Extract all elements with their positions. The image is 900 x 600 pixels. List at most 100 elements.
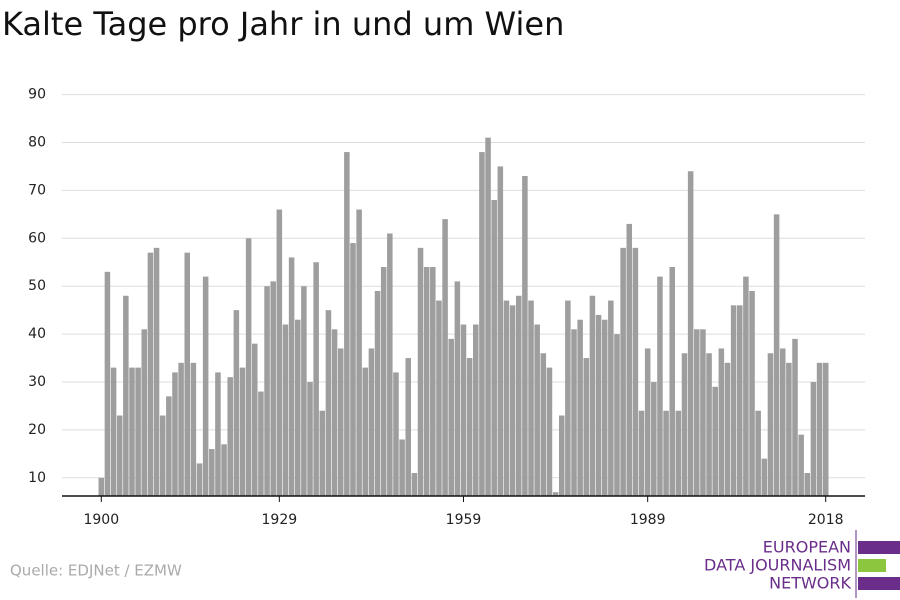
bar bbox=[515, 295, 522, 496]
bar bbox=[675, 410, 682, 496]
bar bbox=[430, 267, 436, 496]
bar bbox=[362, 367, 369, 496]
bar bbox=[116, 415, 123, 496]
bar bbox=[405, 358, 412, 496]
bar bbox=[779, 348, 786, 496]
bar bbox=[614, 334, 620, 496]
bar bbox=[184, 252, 191, 496]
bar bbox=[822, 362, 829, 496]
bar bbox=[479, 152, 485, 497]
bar bbox=[178, 362, 184, 496]
bar bbox=[135, 367, 141, 496]
bar bbox=[245, 238, 252, 496]
bar bbox=[276, 209, 283, 496]
bar bbox=[540, 353, 547, 496]
bar bbox=[442, 219, 448, 497]
bar bbox=[694, 329, 700, 496]
bar bbox=[282, 324, 289, 496]
bar bbox=[172, 372, 178, 496]
bar bbox=[730, 305, 737, 496]
bar bbox=[565, 300, 571, 496]
logo-text: EUROPEAN bbox=[763, 538, 851, 557]
bar bbox=[466, 358, 473, 496]
y-tick-label: 40 bbox=[28, 326, 46, 342]
bar bbox=[294, 319, 301, 496]
bar bbox=[657, 276, 663, 496]
bar bbox=[313, 262, 319, 496]
bar bbox=[307, 381, 313, 496]
bar bbox=[736, 305, 743, 496]
x-tick-label: 1989 bbox=[630, 512, 666, 528]
bar bbox=[724, 362, 731, 496]
bar bbox=[380, 267, 387, 496]
bar bbox=[288, 257, 295, 496]
bar bbox=[110, 367, 117, 496]
bar bbox=[331, 329, 338, 496]
bar bbox=[337, 348, 344, 496]
bar bbox=[552, 492, 559, 496]
bar bbox=[761, 458, 768, 496]
bar bbox=[651, 381, 657, 496]
bar bbox=[509, 305, 516, 496]
bar bbox=[239, 367, 246, 496]
bar bbox=[350, 243, 356, 496]
bar bbox=[601, 319, 608, 496]
bar bbox=[491, 199, 497, 497]
x-tick-label: 1959 bbox=[446, 512, 482, 528]
bar bbox=[209, 449, 215, 496]
bar bbox=[522, 176, 528, 497]
y-tick-label: 90 bbox=[28, 87, 46, 103]
bar bbox=[669, 267, 675, 496]
x-tick-label: 1900 bbox=[83, 512, 119, 528]
logo-bar bbox=[858, 577, 900, 590]
bar bbox=[571, 329, 577, 496]
bar bbox=[626, 223, 633, 496]
bar bbox=[270, 281, 276, 496]
bar bbox=[166, 396, 172, 496]
bar bbox=[202, 276, 209, 496]
bar bbox=[98, 477, 105, 496]
bar bbox=[417, 247, 424, 496]
bar bbox=[104, 271, 111, 496]
bar bbox=[485, 137, 491, 496]
bar bbox=[196, 463, 203, 496]
y-tick-label: 50 bbox=[28, 278, 46, 294]
bar bbox=[595, 314, 602, 496]
bar bbox=[712, 386, 718, 496]
bar bbox=[387, 233, 393, 496]
logo-bar bbox=[858, 559, 886, 572]
bar bbox=[718, 348, 725, 496]
bar bbox=[356, 209, 362, 496]
bar bbox=[792, 338, 798, 496]
bar bbox=[700, 329, 706, 496]
bar bbox=[123, 295, 129, 496]
bar bbox=[473, 324, 479, 496]
source: Quelle: EDJNet / EZMW bbox=[10, 562, 182, 580]
bar bbox=[221, 444, 227, 496]
bar bbox=[632, 247, 639, 496]
y-tick-label: 70 bbox=[28, 182, 46, 198]
bar bbox=[681, 353, 688, 496]
bar bbox=[706, 353, 712, 496]
bar bbox=[663, 410, 669, 496]
bar bbox=[786, 362, 792, 496]
y-tick-label: 30 bbox=[28, 374, 46, 390]
bar bbox=[393, 372, 399, 496]
bar bbox=[773, 214, 780, 496]
bar bbox=[153, 247, 160, 496]
x-tick-label: 2018 bbox=[808, 512, 844, 528]
bar bbox=[620, 247, 626, 496]
bar bbox=[399, 439, 405, 496]
bar bbox=[577, 319, 583, 496]
bar bbox=[233, 310, 240, 496]
bar bbox=[460, 324, 467, 496]
bar bbox=[638, 410, 645, 496]
bar bbox=[227, 377, 233, 496]
bar bbox=[258, 391, 264, 496]
bar bbox=[190, 362, 197, 496]
bar bbox=[141, 329, 148, 496]
bar bbox=[589, 295, 596, 496]
bar bbox=[810, 381, 817, 496]
bar bbox=[583, 358, 590, 496]
